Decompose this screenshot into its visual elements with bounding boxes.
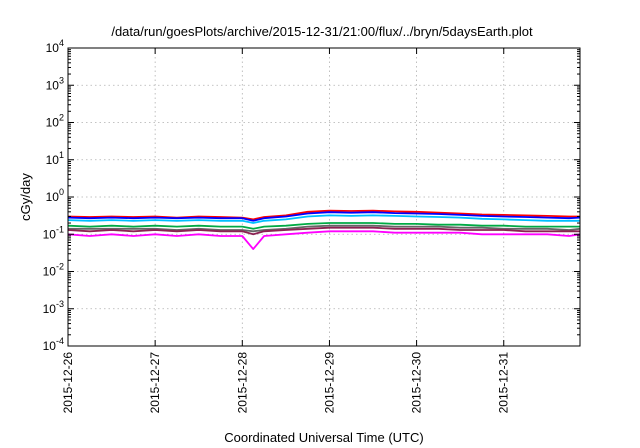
x-tick-label: 2015-12-27 — [148, 352, 162, 414]
series-line-3 — [67, 214, 580, 224]
y-tick-label: 100 — [46, 187, 64, 204]
y-tick-label: 10-2 — [43, 262, 64, 279]
series-line-2 — [67, 211, 581, 222]
y-tick-label: 102 — [46, 113, 64, 130]
series-layer — [67, 209, 581, 251]
grid-layer — [68, 48, 580, 346]
series-line-6 — [67, 226, 580, 236]
tick-layer: 10-4 10-3 10-2 10-1 100 101 102 103 104 2015-12-2… — [43, 38, 580, 413]
series-line-5 — [68, 224, 581, 233]
x-tick-label: 2015-12-31 — [497, 352, 511, 414]
y-tick-label: 10-3 — [43, 299, 64, 316]
x-tick-label: 2015-12-26 — [61, 352, 75, 414]
chart-title: /data/run/goesPlots/archive/2015-12-31/2… — [111, 24, 533, 39]
x-tick-label: 2015-12-28 — [235, 352, 249, 414]
y-tick-label: 101 — [46, 150, 64, 167]
y-tick-label: 10-1 — [43, 224, 64, 241]
series-line-1 — [67, 209, 580, 221]
series-line-7 — [67, 230, 581, 251]
y-tick-label: 104 — [46, 38, 64, 55]
y-tick-label: 10-4 — [43, 336, 64, 353]
series-line-4 — [67, 222, 580, 230]
x-axis-label: Coordinated Universal Time (UTC) — [224, 430, 423, 445]
x-tick-label: 2015-12-29 — [322, 352, 336, 414]
y-tick-label: 103 — [46, 75, 64, 92]
y-axis-label: cGy/day — [18, 173, 33, 221]
x-tick-label: 2015-12-30 — [410, 352, 424, 414]
